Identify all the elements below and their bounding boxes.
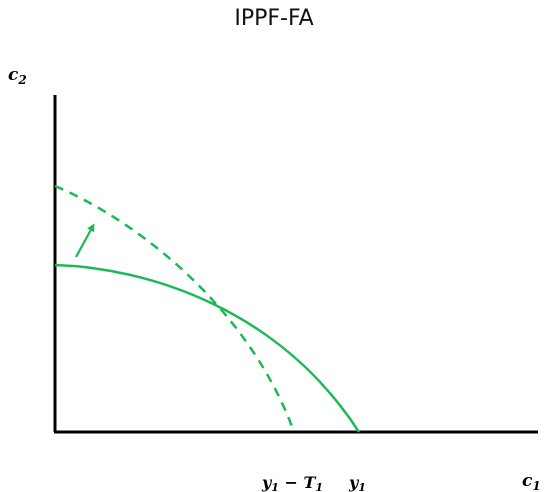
tick-label-y1: y1 <box>348 473 366 492</box>
y-axis-label: c2 <box>8 65 27 87</box>
solid-frontier-curve <box>54 263 361 433</box>
tick-label-y1-minus-t1: y1 − T1 <box>261 473 323 492</box>
x-axis-label: c1 <box>522 471 541 492</box>
diagram-title: IPPF-FA <box>234 6 314 31</box>
dashed-frontier-curve <box>54 184 296 433</box>
shift-arrow <box>75 223 95 258</box>
